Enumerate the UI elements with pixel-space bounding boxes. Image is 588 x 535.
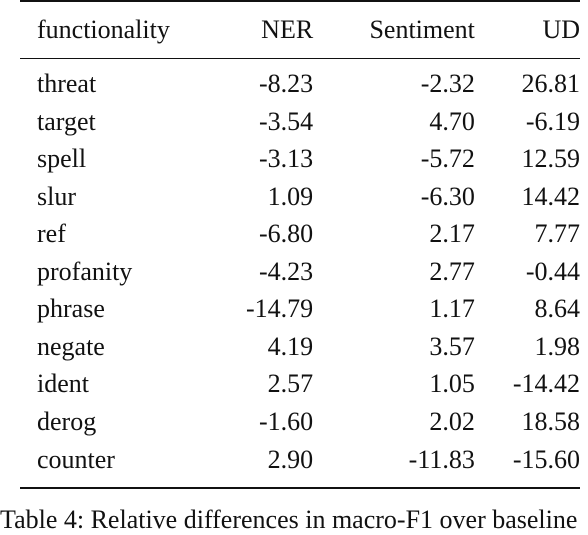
row-ner-value: -3.13 bbox=[259, 144, 314, 174]
table-row: ref -6.80 2.17 7.77 bbox=[20, 216, 580, 254]
results-table-container: functionality NER Sentiment UD threat -8… bbox=[20, 0, 580, 489]
row-functionality: slur bbox=[37, 181, 76, 211]
row-functionality: target bbox=[37, 106, 96, 136]
row-ud-value: 1.98 bbox=[534, 331, 581, 361]
row-ner-value: -4.23 bbox=[259, 256, 314, 286]
row-functionality: derog bbox=[37, 406, 97, 436]
row-ner-value: -8.23 bbox=[259, 69, 314, 98]
table-row: slur 1.09 -6.30 14.42 bbox=[20, 178, 580, 216]
row-ner-value: -3.54 bbox=[259, 106, 314, 136]
row-functionality: threat bbox=[37, 69, 97, 98]
row-sentiment-value: 2.17 bbox=[429, 219, 475, 249]
row-sentiment-value: -5.72 bbox=[420, 144, 475, 174]
row-ner-value: -6.80 bbox=[259, 219, 314, 249]
row-ner-value: 2.90 bbox=[267, 444, 314, 474]
header-ud: UD bbox=[542, 15, 580, 44]
table-row: spell -3.13 -5.72 12.59 bbox=[20, 141, 580, 179]
row-functionality: profanity bbox=[37, 256, 133, 286]
row-functionality: ref bbox=[37, 219, 66, 249]
row-ner-value: 4.19 bbox=[267, 331, 314, 361]
row-ud-value: 12.59 bbox=[521, 144, 581, 174]
table-row: derog -1.60 2.02 18.58 bbox=[20, 403, 580, 441]
table-body: threat -8.23 -2.32 26.81 target -3.54 4.… bbox=[20, 58, 580, 488]
row-ner-value: -1.60 bbox=[259, 406, 314, 436]
row-sentiment-value: 3.57 bbox=[429, 331, 475, 361]
table-row: counter 2.90 -11.83 -15.60 bbox=[20, 441, 580, 488]
row-ud-value: -6.19 bbox=[525, 106, 580, 136]
table-row: ident 2.57 1.05 -14.42 bbox=[20, 366, 580, 404]
table-row: threat -8.23 -2.32 26.81 bbox=[20, 59, 580, 104]
row-functionality: ident bbox=[37, 369, 89, 399]
table-header: functionality NER Sentiment UD bbox=[20, 1, 580, 59]
row-sentiment-value: 2.77 bbox=[429, 256, 475, 286]
row-sentiment-value: 1.17 bbox=[429, 294, 475, 324]
row-sentiment-value: 4.70 bbox=[429, 106, 475, 136]
table-row: target -3.54 4.70 -6.19 bbox=[20, 103, 580, 141]
row-functionality: spell bbox=[37, 144, 87, 174]
header-sentiment: Sentiment bbox=[369, 15, 475, 44]
row-sentiment-value: -6.30 bbox=[420, 181, 475, 211]
row-sentiment-value: -11.83 bbox=[408, 444, 475, 474]
row-ud-value: -15.60 bbox=[512, 444, 580, 474]
row-sentiment-value: 2.02 bbox=[429, 406, 475, 436]
row-functionality: counter bbox=[37, 444, 115, 474]
row-functionality: negate bbox=[37, 331, 105, 361]
row-ud-value: -0.44 bbox=[525, 256, 580, 286]
results-table: functionality NER Sentiment UD threat -8… bbox=[20, 0, 580, 489]
table-row: profanity -4.23 2.77 -0.44 bbox=[20, 253, 580, 291]
row-ud-value: -14.42 bbox=[512, 369, 580, 399]
row-ud-value: 26.81 bbox=[521, 69, 581, 98]
table-caption: Table 4: Relative differences in macro-F… bbox=[0, 505, 578, 534]
row-ner-value: -14.79 bbox=[246, 294, 314, 324]
row-ud-value: 8.64 bbox=[534, 294, 581, 324]
row-ud-value: 18.58 bbox=[521, 406, 581, 436]
table-row: negate 4.19 3.57 1.98 bbox=[20, 328, 580, 366]
row-ud-value: 14.42 bbox=[521, 181, 581, 211]
header-row: functionality NER Sentiment UD bbox=[20, 1, 580, 59]
row-sentiment-value: -2.32 bbox=[420, 69, 475, 98]
row-sentiment-value: 1.05 bbox=[429, 369, 475, 399]
table-row: phrase -14.79 1.17 8.64 bbox=[20, 291, 580, 329]
header-ner: NER bbox=[261, 15, 314, 44]
row-ner-value: 1.09 bbox=[267, 181, 314, 211]
row-functionality: phrase bbox=[37, 294, 105, 324]
row-ud-value: 7.77 bbox=[534, 219, 581, 249]
header-functionality: functionality bbox=[37, 15, 170, 44]
row-ner-value: 2.57 bbox=[267, 369, 314, 399]
